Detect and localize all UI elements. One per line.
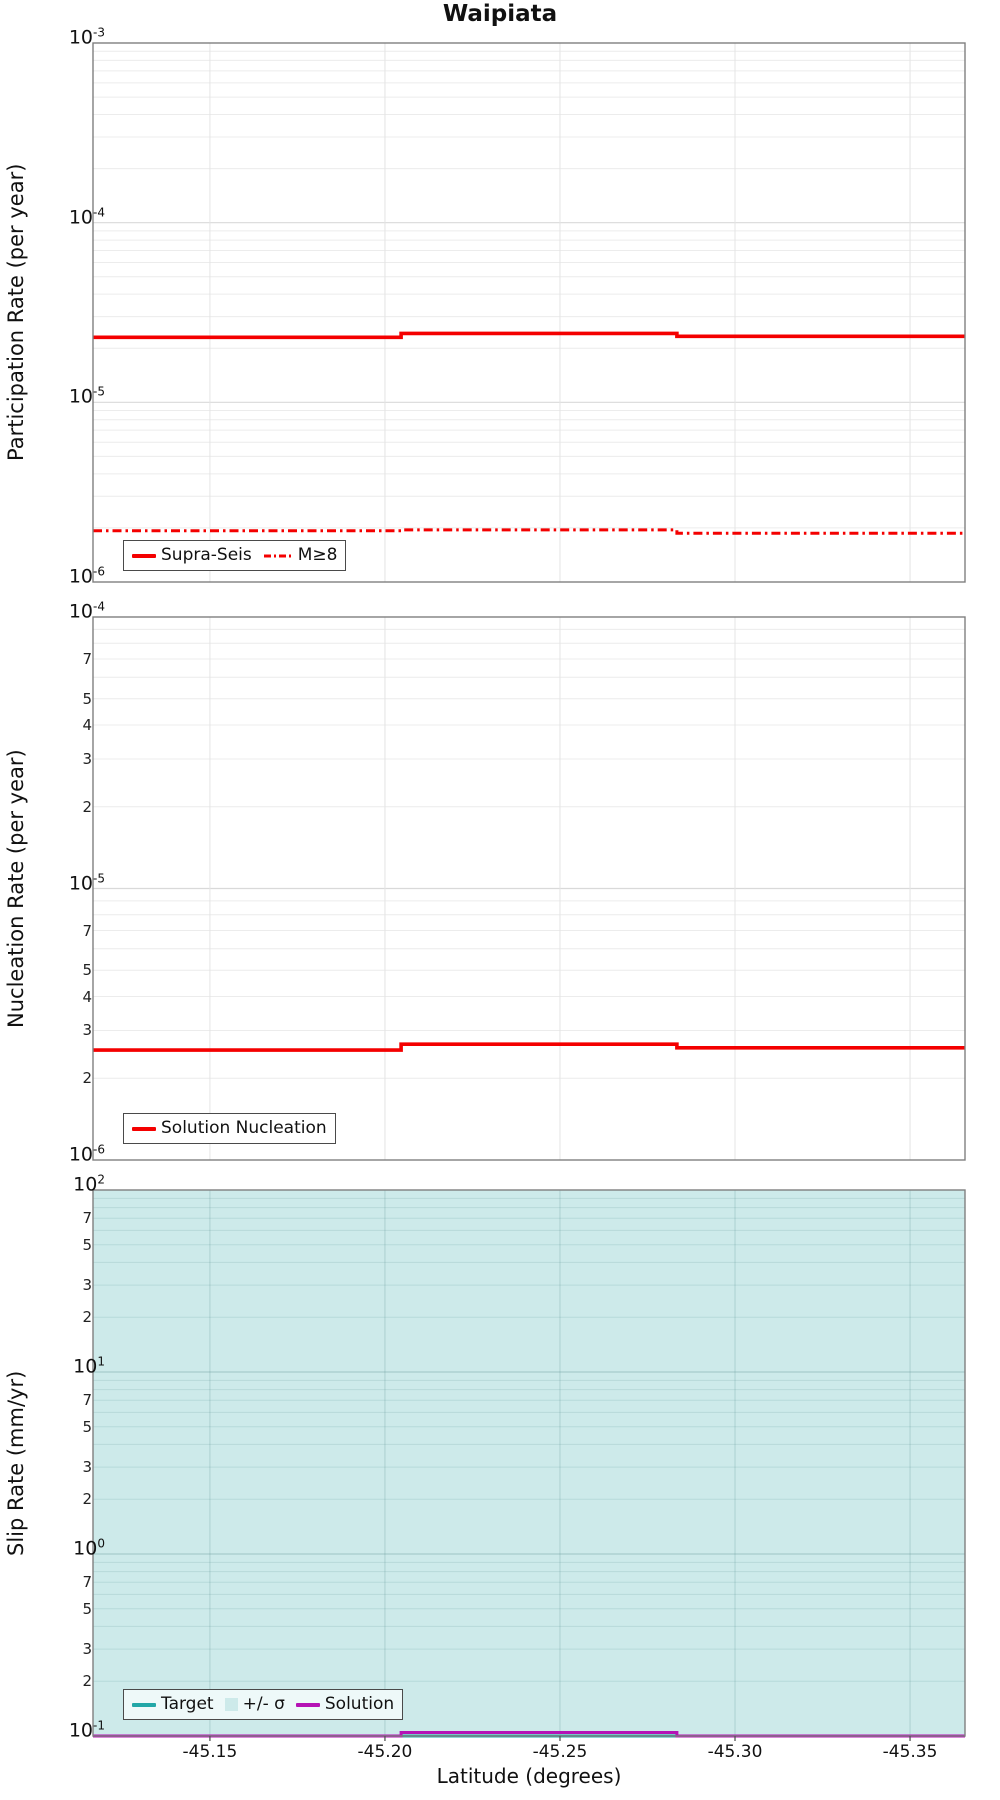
y-axis-label-slip-rate: Slip Rate (mm/yr) <box>4 1370 28 1556</box>
sigma-band-swatch <box>224 1698 238 1711</box>
chart-title: Waipiata <box>442 1 558 27</box>
legend-label-target: Target <box>161 1694 214 1714</box>
legend-label-supra-seis: Supra-Seis <box>161 545 252 565</box>
panel-border <box>92 42 966 583</box>
panel-border <box>92 616 966 1161</box>
m8-dashdot-swatch <box>263 554 292 557</box>
legend-label-solution: Solution <box>324 1694 395 1714</box>
legend-nucleation: Solution Nucleation <box>123 1113 336 1144</box>
legend-label-solution-nucleation: Solution Nucleation <box>161 1118 327 1138</box>
series-line-Supra-Seis <box>93 331 965 340</box>
legend-label-sigma: +/- σ <box>242 1694 285 1714</box>
sigma-band-area <box>93 1190 965 1736</box>
legend-label-m8: M≥8 <box>297 545 338 565</box>
supra-seis-line-swatch <box>132 553 156 558</box>
solution-nucleation-line-swatch <box>132 1126 156 1131</box>
series-line-M≥8 <box>93 528 965 535</box>
y-axis-label-nucleation: Nucleation Rate (per year) <box>4 749 28 1028</box>
y-axis-label-participation: Participation Rate (per year) <box>4 163 28 462</box>
target-line-swatch <box>132 1702 156 1707</box>
x-axis-label: Latitude (degrees) <box>436 1764 622 1788</box>
panel-border <box>92 1189 966 1737</box>
legend-participation: Supra-Seis M≥8 <box>123 540 347 571</box>
solution-line-swatch <box>295 1702 320 1707</box>
series-line-Solution Nucleation <box>93 1042 965 1052</box>
legend-slip-rate: Target +/- σ Solution <box>123 1689 404 1720</box>
